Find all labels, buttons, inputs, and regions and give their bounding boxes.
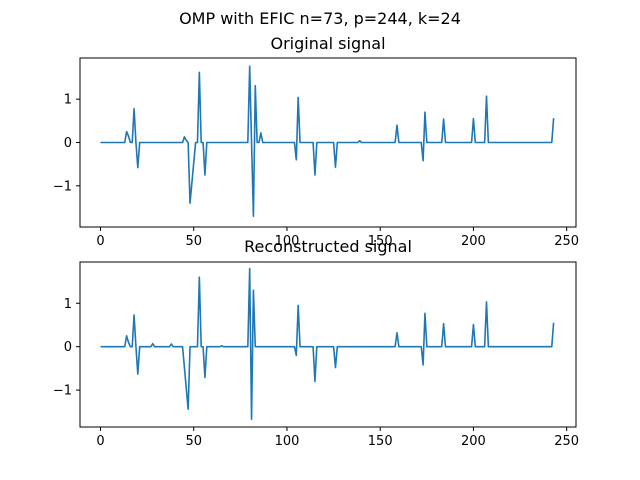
reconstructed-xtick-label: 0 <box>96 434 104 449</box>
axes-title-reconstructed: Reconstructed signal <box>244 237 412 256</box>
reconstructed-ytick-label: −1 <box>53 384 72 399</box>
reconstructed-xtick-label: 100 <box>275 434 300 449</box>
original-ytick-label: −1 <box>53 179 72 194</box>
original-signal-yticks: −1 0 1 <box>53 93 80 194</box>
original-xtick-label: 200 <box>461 234 486 249</box>
reconstructed-signal-yticks: −1 0 1 <box>53 297 80 399</box>
reconstructed-signal-line <box>100 267 555 420</box>
original-xtick-label: 250 <box>554 234 579 249</box>
original-ytick-label: 0 <box>64 136 72 151</box>
reconstructed-xtick-label: 50 <box>185 434 202 449</box>
original-signal-line <box>100 65 555 217</box>
axes-title-original: Original signal <box>270 34 385 53</box>
reconstructed-signal-xticks: 0 50 100 150 200 250 <box>96 427 579 449</box>
reconstructed-xtick-label: 250 <box>554 434 579 449</box>
reconstructed-xtick-label: 200 <box>461 434 486 449</box>
original-xtick-label: 100 <box>275 234 300 249</box>
original-signal-axes: Original signal 0 50 100 150 200 250 −1 0 1 <box>53 34 579 249</box>
reconstructed-ytick-label: 1 <box>64 297 72 312</box>
reconstructed-signal-axes: 0 50 100 150 200 250 −1 0 1 Reconstructed signa… <box>53 237 579 449</box>
original-ytick-label: 1 <box>64 93 72 108</box>
original-signal-plot-layer <box>100 65 555 217</box>
original-xtick-label: 50 <box>185 234 202 249</box>
reconstructed-signal-frame <box>79 261 577 428</box>
reconstructed-ytick-label: 0 <box>64 340 72 355</box>
reconstructed-signal-plot-layer <box>100 267 555 420</box>
figure-suptitle: OMP with EFIC n=73, p=244, k=24 <box>179 9 461 28</box>
original-signal-xticks: 0 50 100 150 200 250 <box>96 227 579 249</box>
original-xtick-label: 0 <box>96 234 104 249</box>
reconstructed-xtick-label: 150 <box>368 434 393 449</box>
original-xtick-label: 150 <box>368 234 393 249</box>
